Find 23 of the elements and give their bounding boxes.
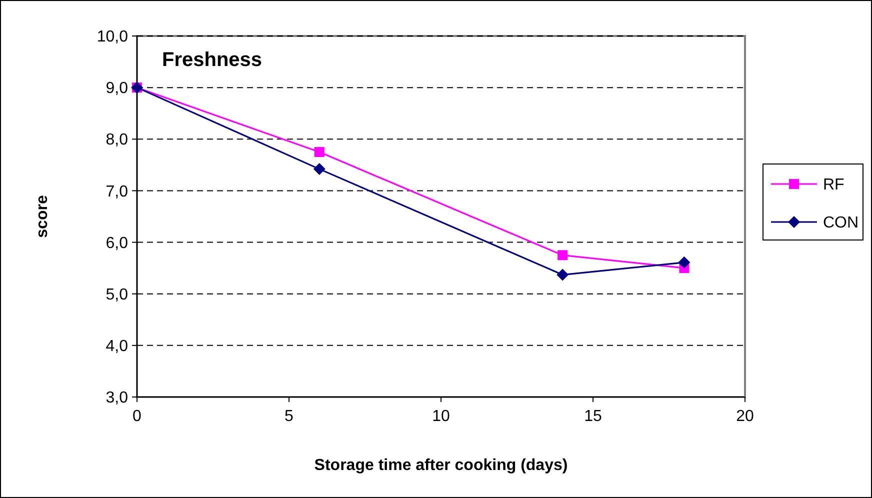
y-tick-label: 4,0 bbox=[106, 338, 128, 356]
text: Freshness bbox=[162, 49, 262, 71]
x-axis-title: Storage time after cooking (days) bbox=[314, 457, 568, 474]
y-tick-label: 5,0 bbox=[106, 286, 128, 304]
x-tick-label: 15 bbox=[584, 408, 602, 425]
point bbox=[556, 268, 569, 281]
legend-label: RF bbox=[823, 176, 845, 194]
y-axis-title: score bbox=[34, 195, 51, 238]
x-tick-label: 5 bbox=[284, 408, 294, 425]
y-tick-label: 10,0 bbox=[96, 28, 128, 46]
y-tick-label: 8,0 bbox=[106, 132, 128, 149]
point bbox=[678, 256, 690, 268]
x-tick-label: 10 bbox=[432, 408, 450, 425]
y-tick-label: 7,0 bbox=[106, 183, 128, 200]
point bbox=[558, 250, 568, 260]
y-tick-label: 6,0 bbox=[106, 234, 128, 252]
point bbox=[313, 163, 326, 176]
x-tick-label: 20 bbox=[736, 408, 754, 425]
y-tick-label: 3,0 bbox=[106, 390, 128, 407]
legend-label: CON bbox=[823, 214, 859, 232]
point bbox=[314, 147, 324, 158]
x-tick-label: 0 bbox=[132, 408, 142, 425]
y-tick-label: 9,0 bbox=[106, 80, 128, 98]
